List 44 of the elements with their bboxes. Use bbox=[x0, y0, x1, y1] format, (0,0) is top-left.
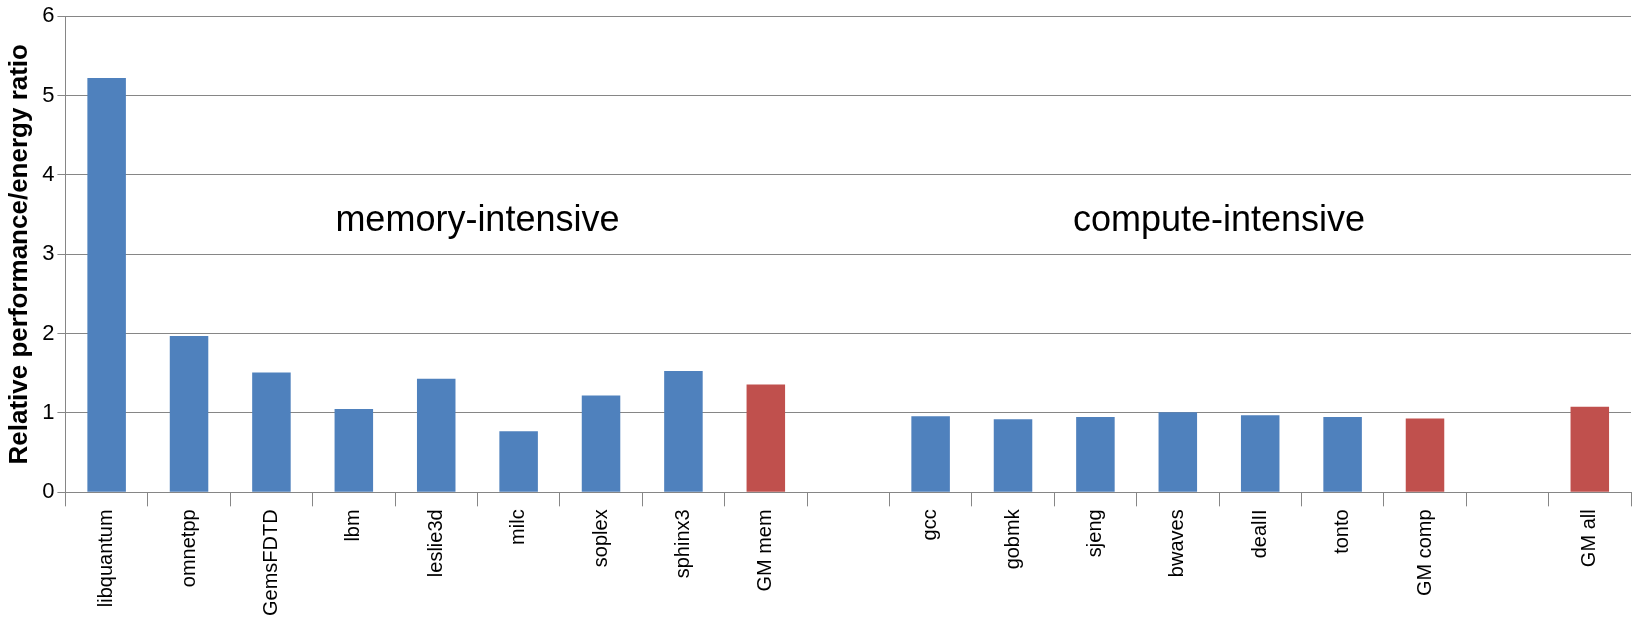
x-tick-label: GM all bbox=[1577, 509, 1600, 568]
x-tick-label: GemsFDTD bbox=[258, 509, 281, 617]
bar bbox=[1158, 412, 1198, 492]
annotation: compute-intensive bbox=[1072, 197, 1366, 239]
y-tick-label: 6 bbox=[42, 2, 55, 28]
y-tick-label: 4 bbox=[42, 160, 55, 186]
bar bbox=[1405, 418, 1445, 492]
y-tick-label: 1 bbox=[42, 399, 55, 425]
bar bbox=[746, 384, 786, 492]
x-tick-label: sphinx3 bbox=[670, 509, 693, 579]
bar bbox=[1076, 416, 1115, 492]
x-tick-label: GM comp bbox=[1412, 509, 1435, 597]
x-tick-label: tonto bbox=[1330, 509, 1353, 554]
y-tick-label: 3 bbox=[42, 240, 55, 266]
bar bbox=[1240, 415, 1280, 492]
x-tick-label: leslie3d bbox=[423, 509, 446, 578]
x-tick-label: libquantum bbox=[94, 509, 117, 608]
x-tick-label: milc bbox=[506, 509, 529, 545]
x-tick-label: soplex bbox=[588, 509, 611, 568]
y-tick-label: 0 bbox=[42, 478, 55, 504]
annotation: memory-intensive bbox=[335, 197, 620, 239]
bar bbox=[664, 370, 703, 492]
x-tick-label: dealII bbox=[1247, 509, 1270, 559]
x-tick-label: sjeng bbox=[1082, 509, 1105, 558]
bar bbox=[87, 78, 126, 492]
y-tick-label: 2 bbox=[42, 319, 55, 345]
x-tick-label: gcc bbox=[918, 509, 941, 541]
bar bbox=[911, 416, 950, 492]
y-tick-label: 5 bbox=[42, 81, 55, 107]
x-tick-label: gobmk bbox=[1000, 508, 1023, 570]
bar bbox=[169, 336, 209, 492]
x-tick-label: bwaves bbox=[1165, 509, 1188, 578]
bar bbox=[1323, 416, 1362, 492]
bar bbox=[581, 395, 621, 492]
bar bbox=[499, 431, 538, 492]
x-tick-label: omnetpp bbox=[176, 509, 199, 588]
bar bbox=[416, 378, 456, 492]
x-tick-label: GM mem bbox=[753, 509, 776, 592]
bar bbox=[334, 409, 374, 492]
bar bbox=[252, 372, 291, 492]
bar bbox=[993, 419, 1033, 492]
bar bbox=[1570, 406, 1610, 492]
y-axis-title: Relative performance/energy ratio bbox=[2, 44, 33, 465]
x-tick-label: lbm bbox=[341, 509, 364, 542]
